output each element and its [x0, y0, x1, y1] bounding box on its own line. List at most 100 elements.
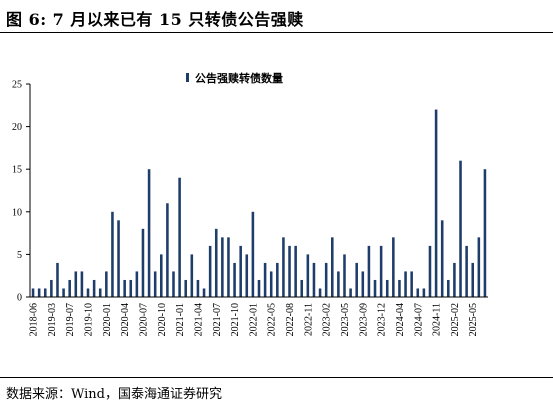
bar	[404, 271, 407, 297]
bar	[68, 279, 71, 297]
bar	[349, 288, 352, 297]
x-tick-label: 2020-04	[120, 303, 131, 336]
bar	[221, 237, 224, 297]
bar	[239, 245, 242, 297]
bar	[459, 160, 462, 297]
bar	[251, 211, 255, 297]
legend-label: 公告强赎转债数量	[195, 71, 283, 85]
bar	[227, 237, 230, 297]
x-tick-label: 2024-07	[413, 303, 424, 336]
bar	[86, 288, 90, 297]
x-tick-label: 2022-11	[303, 303, 314, 336]
x-tick-label: 2022-01	[248, 303, 259, 336]
bar	[190, 254, 194, 297]
bar	[208, 245, 212, 297]
figure-title: 图 6: 7 月以来已有 15 只转债公告强赎	[6, 10, 304, 29]
y-tick-label: 5	[17, 250, 22, 261]
bar	[410, 271, 413, 297]
bar	[471, 262, 475, 297]
bar	[312, 262, 316, 297]
bar	[337, 271, 340, 297]
bar	[111, 211, 114, 297]
y-tick-label: 15	[12, 165, 22, 176]
x-tick-label: 2021-01	[175, 303, 186, 336]
y-axis: 0 5 10 15 20 25	[12, 80, 31, 304]
bar	[135, 271, 139, 297]
bar	[288, 245, 291, 297]
x-tick-label: 2025-02	[450, 303, 461, 336]
bar	[447, 279, 450, 297]
x-tick-label: 2023-12	[377, 303, 388, 336]
y-tick-label: 10	[12, 207, 22, 218]
bar	[428, 245, 432, 297]
bar	[184, 279, 187, 297]
x-tick-label: 2021-10	[230, 303, 241, 336]
bar	[129, 279, 133, 297]
x-tick-label: 2019-03	[47, 303, 58, 336]
bar	[233, 262, 236, 297]
legend-swatch	[186, 73, 189, 82]
x-tick-label: 2024-11	[432, 303, 443, 336]
bar	[257, 279, 261, 297]
bar	[318, 288, 322, 297]
bar	[398, 279, 401, 297]
bar	[263, 262, 267, 297]
bar	[214, 228, 218, 297]
x-tick-label: 2021-04	[193, 303, 204, 336]
bar	[331, 237, 334, 297]
bar	[453, 262, 456, 297]
x-tick-label: 2023-05	[340, 303, 351, 336]
legend: 公告强赎转债数量	[186, 71, 283, 85]
bar	[373, 279, 377, 297]
bar	[117, 220, 120, 297]
bar	[98, 288, 102, 297]
x-tick-label: 2022-08	[285, 303, 296, 336]
bar	[483, 169, 487, 297]
bar	[62, 288, 65, 297]
bar	[166, 203, 169, 297]
bar	[178, 177, 181, 297]
bar	[74, 271, 78, 297]
bar	[245, 254, 249, 297]
bar	[105, 271, 108, 297]
bar	[379, 245, 383, 297]
bar	[294, 245, 297, 297]
bar	[465, 245, 468, 297]
bar	[276, 262, 279, 297]
bar	[300, 279, 304, 297]
x-tick-label: 2022-05	[267, 303, 278, 336]
bar-chart: 公告强赎转债数量 0 5 10 15 20 25 2018-06 2019-03 2019-0…	[12, 71, 488, 336]
y-tick-label: 0	[17, 293, 22, 304]
y-tick-label: 25	[12, 80, 22, 91]
bar	[50, 279, 53, 297]
bar	[153, 271, 157, 297]
bar	[343, 254, 346, 297]
bar	[147, 169, 151, 297]
bar	[202, 288, 206, 297]
bar	[56, 262, 59, 297]
bar	[324, 262, 328, 297]
bar	[392, 237, 395, 297]
bar	[385, 279, 389, 297]
bar	[43, 288, 47, 297]
bar	[269, 271, 273, 297]
bar	[80, 271, 84, 297]
bar	[355, 262, 358, 297]
bar	[31, 288, 35, 297]
bar	[160, 254, 163, 297]
x-tick-label: 2021-07	[212, 303, 223, 336]
bar	[361, 271, 365, 297]
x-tick-label: 2023-02	[322, 303, 333, 336]
bar	[92, 279, 96, 297]
bar	[123, 279, 126, 297]
bar	[440, 220, 444, 297]
x-tick-label: 2019-10	[84, 303, 95, 336]
bar	[477, 237, 481, 297]
source-note: 数据来源：Wind，国泰海通证券研究	[6, 387, 222, 402]
bar	[282, 237, 285, 297]
x-axis: 2018-06 2019-03 2019-07 2019-10 2020-01 2020-…	[29, 296, 488, 336]
source-divider	[0, 377, 553, 378]
x-tick-label: 2019-07	[65, 303, 76, 336]
y-tick-label: 20	[12, 122, 22, 133]
bar	[306, 254, 310, 297]
